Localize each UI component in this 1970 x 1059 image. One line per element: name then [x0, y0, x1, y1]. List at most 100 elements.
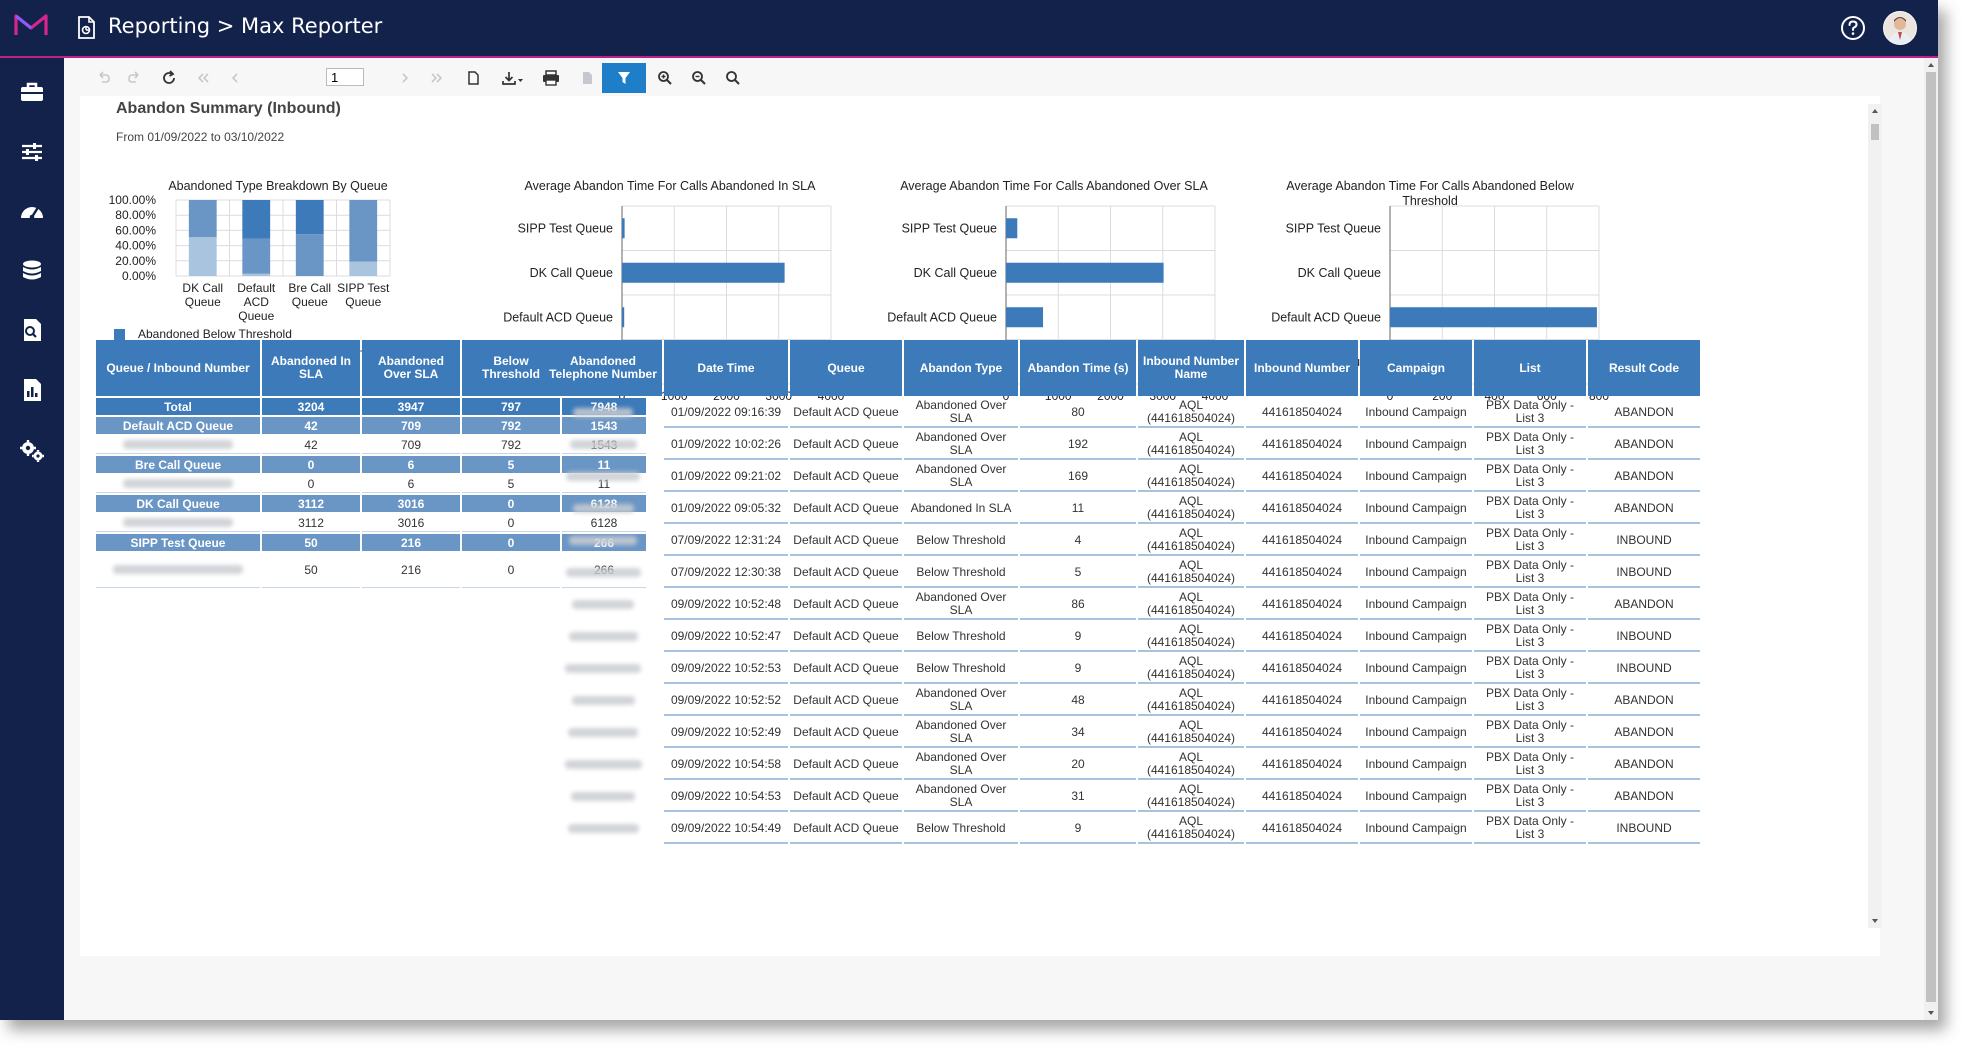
chart-title: Threshold — [1402, 194, 1458, 208]
table-row[interactable]: 09/09/2022 10:52:52 Default ACD Queue Aban… — [544, 686, 1700, 716]
zoom-in-button[interactable] — [650, 65, 680, 91]
column-header[interactable]: Date Time — [664, 340, 788, 396]
column-header[interactable]: Inbound Number Name — [1138, 340, 1244, 396]
x-tick-label: Queue — [238, 309, 274, 323]
table-row[interactable]: 01/09/2022 09:05:32 Default ACD Queue Aban… — [544, 494, 1700, 524]
last-page-button[interactable] — [422, 65, 452, 91]
column-header[interactable]: Queue — [790, 340, 902, 396]
previous-page-icon — [231, 73, 238, 83]
table-row[interactable]: 09/09/2022 10:52:48 Default ACD Queue Aban… — [544, 590, 1700, 620]
report-scroll-thumb[interactable] — [1871, 124, 1879, 140]
table-cell: 441618504024 — [1246, 558, 1358, 588]
export-button[interactable] — [498, 65, 528, 91]
last-page-icon — [431, 73, 443, 83]
sidebar-item-dashboard[interactable] — [18, 198, 46, 226]
table-row[interactable]: 07/09/2022 12:31:24 Default ACD Queue Belo… — [544, 526, 1700, 556]
column-header[interactable]: Abandoned In SLA — [262, 340, 360, 396]
forward-button[interactable] — [120, 65, 150, 91]
page-scroll-thumb[interactable] — [1926, 72, 1936, 1002]
previous-page-button[interactable] — [220, 65, 250, 91]
page-scroll-up-icon[interactable] — [1924, 60, 1938, 70]
brand-logo-icon[interactable] — [14, 13, 48, 44]
column-header[interactable]: Campaign — [1360, 340, 1472, 396]
table-row[interactable]: 01/09/2022 10:02:26 Default ACD Queue Aban… — [544, 430, 1700, 460]
page-scroll-down-icon[interactable] — [1924, 1008, 1938, 1018]
page-scrollbar[interactable] — [1924, 58, 1938, 1020]
table-cell: AQL (441618504024) — [1138, 494, 1244, 524]
bar — [1006, 307, 1044, 328]
column-header[interactable]: Abandon Time (s) — [1020, 340, 1136, 396]
table-cell: PBX Data Only - List 3 — [1474, 750, 1586, 780]
table-row[interactable]: 09/09/2022 10:52:47 Default ACD Queue Belo… — [544, 622, 1700, 652]
back-button[interactable] — [88, 65, 118, 91]
column-header[interactable]: Abandoned Over SLA — [362, 340, 460, 396]
value-cell: 6 — [362, 456, 460, 473]
column-header[interactable]: Result Code — [1588, 340, 1700, 396]
table-cell: 31 — [1020, 782, 1136, 812]
search-button[interactable] — [718, 65, 748, 91]
help-icon[interactable] — [1840, 15, 1866, 46]
table-cell: ABANDON — [1588, 686, 1700, 716]
sidebar-item-settings-sliders[interactable] — [18, 138, 46, 166]
table-row[interactable]: 09/09/2022 10:54:49 Default ACD Queue Belo… — [544, 814, 1700, 844]
print-button[interactable] — [536, 65, 566, 91]
column-header[interactable]: Inbound Number — [1246, 340, 1358, 396]
value-cell: 709 — [362, 436, 460, 454]
table-cell: 441618504024 — [1246, 462, 1358, 492]
scroll-down-arrow-icon[interactable] — [1868, 916, 1882, 926]
column-header[interactable]: List — [1474, 340, 1586, 396]
table-cell: Inbound Campaign — [1360, 686, 1472, 716]
table-cell — [544, 686, 662, 716]
document-map-button[interactable] — [572, 65, 602, 91]
queue-group-row[interactable]: Bre Call Queue 0 6 5 11 — [96, 456, 646, 473]
table-cell: AQL (441618504024) — [1138, 590, 1244, 620]
scroll-up-arrow-icon[interactable] — [1868, 106, 1882, 116]
zoom-out-button[interactable] — [684, 65, 714, 91]
user-avatar[interactable] — [1883, 11, 1917, 45]
sidebar-item-analytics[interactable] — [18, 376, 46, 404]
table-row[interactable]: 07/09/2022 12:30:38 Default ACD Queue Belo… — [544, 558, 1700, 588]
value-cell: 0 — [262, 475, 360, 493]
sidebar-item-database[interactable] — [18, 258, 46, 286]
search-icon — [726, 71, 740, 85]
redacted-telephone-number — [564, 759, 642, 769]
first-page-button[interactable] — [188, 65, 218, 91]
table-cell: 169 — [1020, 462, 1136, 492]
table-cell: 01/09/2022 10:02:26 — [664, 430, 788, 460]
table-cell: AQL (441618504024) — [1138, 718, 1244, 748]
table-cell: PBX Data Only - List 3 — [1474, 430, 1586, 460]
database-icon — [23, 260, 41, 280]
report-scrollbar[interactable] — [1868, 104, 1882, 928]
table-row[interactable]: 01/09/2022 09:21:02 Default ACD Queue Aban… — [544, 462, 1700, 492]
column-header[interactable]: Abandon Type — [904, 340, 1018, 396]
table-row[interactable]: 01/09/2022 09:16:39 Default ACD Queue Aban… — [544, 398, 1700, 428]
table-cell: 9 — [1020, 622, 1136, 652]
table-cell: Default ACD Queue — [790, 398, 902, 428]
table-cell: 09/09/2022 10:52:48 — [664, 590, 788, 620]
refresh-button[interactable] — [154, 65, 184, 91]
column-header[interactable]: Abandoned Telephone Number — [544, 340, 662, 396]
inbound-number-row: 0 6 5 11 — [96, 475, 646, 493]
column-header[interactable]: Queue / Inbound Number — [96, 340, 260, 396]
table-row[interactable]: 09/09/2022 10:54:53 Default ACD Queue Aban… — [544, 782, 1700, 812]
parameters-filter-button[interactable] — [602, 63, 646, 93]
y-tick-label: 60.00% — [115, 223, 156, 237]
table-cell: 441618504024 — [1246, 494, 1358, 524]
table-row[interactable]: 09/09/2022 10:52:49 Default ACD Queue Aban… — [544, 718, 1700, 748]
next-page-button[interactable] — [390, 65, 420, 91]
table-cell: INBOUND — [1588, 558, 1700, 588]
sidebar-item-admin[interactable] — [18, 436, 46, 464]
settings-gears-icon — [20, 440, 44, 462]
page-view-button[interactable] — [458, 65, 488, 91]
table-cell: Default ACD Queue — [790, 814, 902, 844]
table-row[interactable]: 09/09/2022 10:54:58 Default ACD Queue Aban… — [544, 750, 1700, 780]
y-tick-label: Default ACD Queue — [503, 310, 613, 324]
table-row[interactable]: 09/09/2022 10:52:53 Default ACD Queue Belo… — [544, 654, 1700, 684]
table-cell: INBOUND — [1588, 654, 1700, 684]
redacted-inbound-number — [123, 517, 233, 527]
page-number-input[interactable] — [326, 68, 364, 86]
column-header[interactable]: Below Threshold — [462, 340, 560, 396]
sidebar-item-reports[interactable] — [18, 316, 46, 344]
sidebar-item-briefcase[interactable] — [18, 78, 46, 106]
queue-group-row[interactable]: Default ACD Queue 42 709 792 1543 — [96, 417, 646, 434]
